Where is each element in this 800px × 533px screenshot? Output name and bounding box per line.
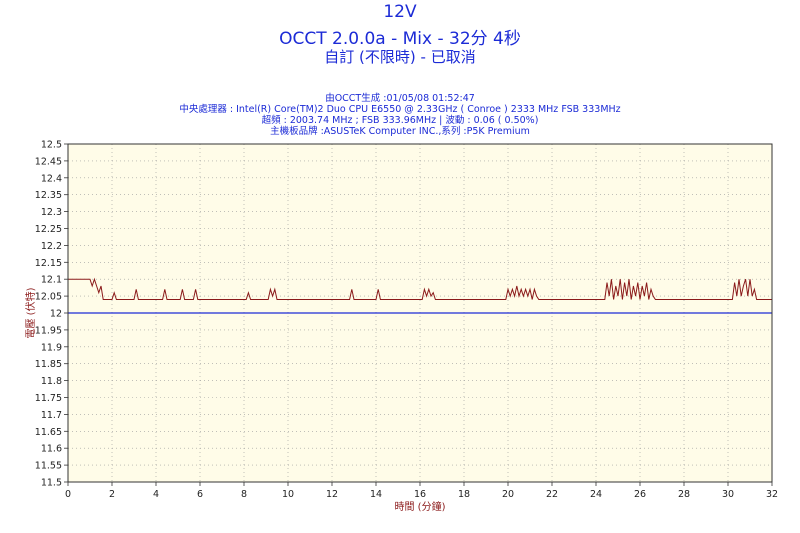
- x-tick-label: 18: [458, 489, 470, 500]
- chart-subtitle: OCCT 2.0.0a - Mix - 32分 4秒: [279, 29, 521, 49]
- y-tick-label: 12.3: [41, 207, 62, 218]
- x-axis-ticks: 0 2 4 6 8 10 12 14 16 18 20 22 24 26 28 30 32: [65, 482, 778, 500]
- x-tick-label: 16: [414, 489, 426, 500]
- y-tick-label: 11.6: [41, 444, 62, 455]
- x-tick-label: 28: [678, 489, 690, 500]
- y-tick-label: 12: [50, 309, 62, 320]
- run-status: 自訂 (不限時) - 已取消: [324, 48, 476, 66]
- x-tick-label: 10: [282, 489, 294, 500]
- y-tick-label: 12.05: [35, 292, 62, 303]
- y-tick-label: 12.15: [35, 258, 62, 269]
- y-tick-label: 11.55: [35, 461, 62, 472]
- cpu-info: 中央處理器 : Intel(R) Core(TM)2 Duo CPU E6550…: [179, 104, 621, 115]
- y-tick-label: 11.8: [41, 376, 62, 387]
- generated-timestamp: 由OCCT生成 :01/05/08 01:52:47: [325, 93, 475, 104]
- x-tick-label: 20: [502, 489, 514, 500]
- chart-title: 12V: [383, 2, 417, 22]
- x-tick-label: 12: [326, 489, 338, 500]
- y-tick-label: 11.95: [35, 325, 62, 336]
- y-tick-label: 12.1: [41, 275, 62, 286]
- x-tick-label: 26: [634, 489, 646, 500]
- y-tick-label: 12.2: [41, 241, 62, 252]
- x-tick-label: 2: [109, 489, 115, 500]
- x-axis-label: 時間 (分鐘): [395, 500, 446, 513]
- x-tick-label: 6: [197, 489, 203, 500]
- motherboard-info: 主機板品牌 :ASUSTeK Computer INC.,系列 :P5K Pre…: [270, 126, 530, 137]
- x-tick-label: 8: [241, 489, 247, 500]
- y-tick-label: 12.25: [35, 224, 62, 235]
- y-tick-label: 12.35: [35, 190, 62, 201]
- y-tick-label: 11.85: [35, 359, 62, 370]
- x-tick-label: 4: [153, 489, 159, 500]
- x-tick-label: 30: [722, 489, 734, 500]
- y-tick-label: 11.65: [35, 427, 62, 438]
- x-tick-label: 0: [65, 489, 71, 500]
- voltage-series-line: [68, 277, 772, 300]
- y-tick-label: 11.5: [41, 478, 62, 489]
- y-tick-label: 12.45: [35, 156, 62, 167]
- y-tick-label: 11.9: [41, 342, 62, 353]
- y-axis-ticks: 12.5 12.45 12.4 12.35 12.3 12.25 12.2 12.15 12.1…: [35, 140, 68, 489]
- x-tick-label: 32: [766, 489, 778, 500]
- x-tick-label: 22: [546, 489, 558, 500]
- x-tick-label: 24: [590, 489, 602, 500]
- y-axis-label: 電壓 (伏特): [24, 287, 37, 338]
- y-tick-label: 11.75: [35, 393, 62, 404]
- series-group: [68, 277, 772, 314]
- x-tick-label: 14: [370, 489, 382, 500]
- y-tick-label: 12.4: [41, 173, 62, 184]
- overclock-info: 超頻 : 2003.74 MHz ; FSB 333.96MHz | 波動 : …: [261, 115, 539, 126]
- y-tick-label: 11.7: [41, 410, 62, 421]
- y-tick-label: 12.5: [41, 140, 62, 151]
- plot-border: [67, 143, 773, 483]
